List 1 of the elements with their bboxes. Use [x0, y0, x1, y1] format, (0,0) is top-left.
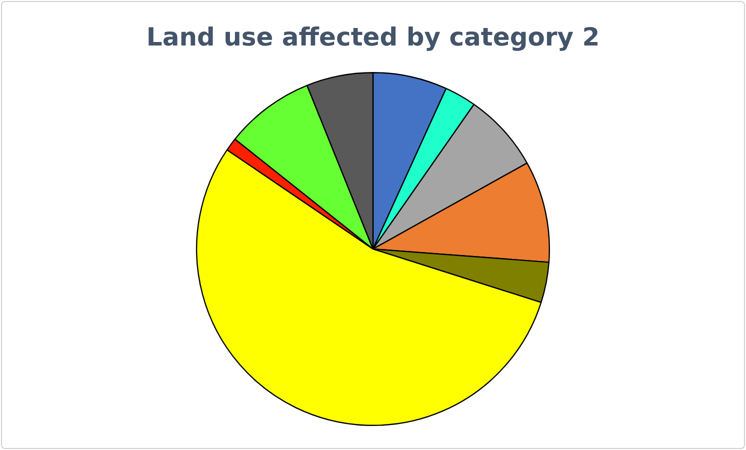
chart-title: Land use affected by category 2 — [146, 22, 600, 52]
